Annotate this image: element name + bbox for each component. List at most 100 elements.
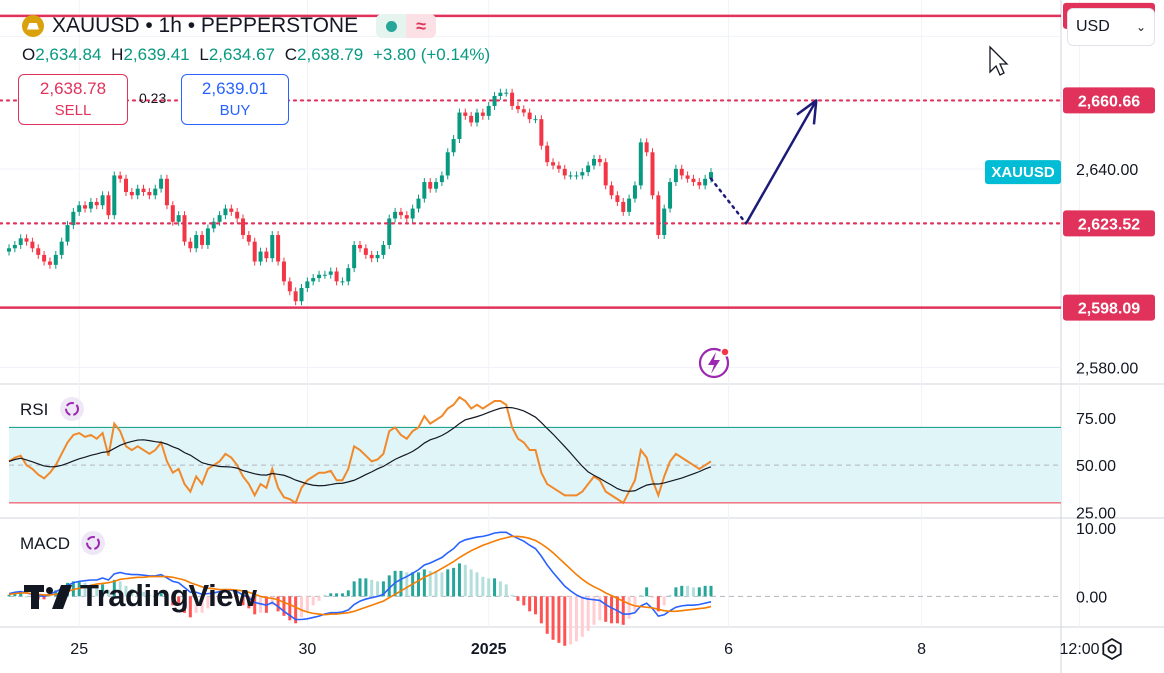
gold-coin-icon: [22, 15, 44, 37]
macd-hist-bar-118: [697, 587, 701, 597]
rsi-line: [8, 395, 712, 505]
symbol-price-tag: XAUUSD: [985, 160, 1061, 185]
rsi-ma-line: [8, 406, 712, 492]
sell-button[interactable]: 2,638.78 SELL: [18, 74, 128, 125]
candle-42: [252, 237, 257, 266]
candle-74: [439, 171, 444, 187]
macd-hist-bar-53: [317, 596, 321, 601]
price-tick-2: 2,580.00: [1076, 360, 1138, 377]
candle-19: [118, 171, 123, 183]
price-tick-1: 2,640.00: [1076, 162, 1138, 179]
projection-arrow[interactable]: [709, 99, 818, 225]
macd-hist-bar-92: [545, 596, 549, 634]
macd-hist-bar-61: [364, 578, 368, 597]
market-open-icon[interactable]: [376, 14, 407, 38]
rsi-settings-icon[interactable]: [65, 402, 79, 416]
time-tick-1: 30: [298, 641, 316, 658]
candle-96: [568, 171, 573, 180]
buy-price: 2,639.01: [201, 79, 269, 98]
candle-18: [112, 171, 117, 220]
candle-113: [668, 178, 673, 213]
candle-100: [592, 154, 596, 170]
candle-59: [352, 240, 357, 273]
candle-80: [475, 108, 479, 127]
macd-hist-bar-77: [457, 563, 461, 597]
candle-107: [632, 181, 637, 203]
projection-arrow-head: [796, 99, 818, 125]
candle-115: [679, 164, 684, 180]
macd-hist-bar-21: [130, 588, 134, 597]
buy-label: BUY: [219, 102, 251, 119]
price-axis[interactable]: 2,680.002,640.002,580.0075.0050.0025.001…: [1076, 29, 1138, 606]
tradingview-logo-icon: [24, 583, 76, 609]
candle-62: [369, 250, 374, 263]
macd-hist-bar-82: [487, 578, 491, 597]
macd-hist-bar-20: [124, 585, 128, 597]
macd-hist-bar-88: [522, 596, 526, 606]
macd-hist-bar-111: [656, 596, 660, 612]
macd-settings-icon[interactable]: [86, 536, 100, 550]
currency-select[interactable]: USD ⌄: [1067, 8, 1155, 46]
candle-81: [480, 108, 485, 120]
macd-hist-bar-54: [323, 594, 327, 597]
macd-hist-bar-85: [504, 584, 508, 597]
candle-114: [673, 164, 678, 187]
macd-hist-bar-8: [54, 590, 58, 597]
macd-hist-bar-83: [493, 578, 497, 597]
macd-hist-bar-119: [703, 585, 707, 597]
approx-icon[interactable]: ≈: [406, 14, 437, 38]
candle-116: [685, 171, 690, 183]
macd-hist-bar-25: [153, 594, 157, 597]
candle-77: [457, 108, 462, 144]
buy-button[interactable]: 2,639.01 BUY: [181, 74, 289, 125]
macd-hist-bar-64: [381, 581, 385, 597]
candle-35: [211, 217, 216, 233]
symbol-title[interactable]: XAUUSD • 1h • PEPPERSTONE: [52, 14, 359, 37]
candle-72: [428, 178, 433, 193]
macd-hist-bar-96: [569, 596, 573, 645]
macd-hist-bar-75: [446, 569, 450, 597]
candle-12: [77, 201, 82, 216]
macd-hist-bar-106: [627, 596, 631, 619]
macd-hist-bar-23: [142, 591, 146, 597]
macd-hist-bar-107: [633, 596, 637, 612]
candle-83: [492, 92, 497, 110]
rsi-title[interactable]: RSI: [20, 397, 84, 421]
candle-105: [621, 197, 626, 216]
svg-text:2,623.52: 2,623.52: [1078, 216, 1140, 233]
macd-hist-bar-72: [428, 570, 432, 597]
candle-52: [311, 274, 316, 286]
market-status[interactable]: ≈: [376, 14, 437, 38]
price-levels[interactable]: [0, 14, 1063, 309]
candle-70: [416, 194, 421, 213]
macd-hist-bar-36: [218, 596, 222, 601]
macd-hist-bar-31: [188, 596, 192, 618]
macd-hist-bar-93: [551, 596, 555, 640]
lightning-icon[interactable]: [698, 347, 730, 379]
symbol-header[interactable]: XAUUSD • 1h • PEPPERSTONE ≈: [22, 12, 437, 40]
candle-23: [141, 184, 146, 196]
macd-title[interactable]: MACD: [20, 531, 105, 555]
projection-dotted-segment: [709, 177, 748, 225]
time-axis[interactable]: 25 30 2025 6 8 12:00: [70, 641, 1099, 658]
macd-hist-bar-29: [177, 596, 181, 606]
candle-16: [100, 191, 105, 210]
rsi-band: [9, 426, 1061, 504]
macd-hist-bar-50: [300, 596, 303, 618]
macd-hist-bar-47: [282, 596, 286, 616]
settings-gear-icon[interactable]: [1100, 637, 1124, 661]
candle-87: [515, 101, 520, 114]
candle-117: [691, 174, 696, 187]
macd-hist-bar-58: [346, 590, 350, 597]
time-tick-0: 25: [70, 641, 88, 658]
macd-hist-bar-100: [592, 596, 596, 625]
candle-79: [469, 111, 474, 127]
candle-3: [24, 234, 29, 246]
macd-hist-bar-105: [621, 596, 625, 625]
candle-33: [200, 231, 205, 249]
macd-hist-bar-38: [229, 596, 233, 598]
candle-49: [293, 287, 298, 306]
candle-9: [59, 237, 64, 259]
